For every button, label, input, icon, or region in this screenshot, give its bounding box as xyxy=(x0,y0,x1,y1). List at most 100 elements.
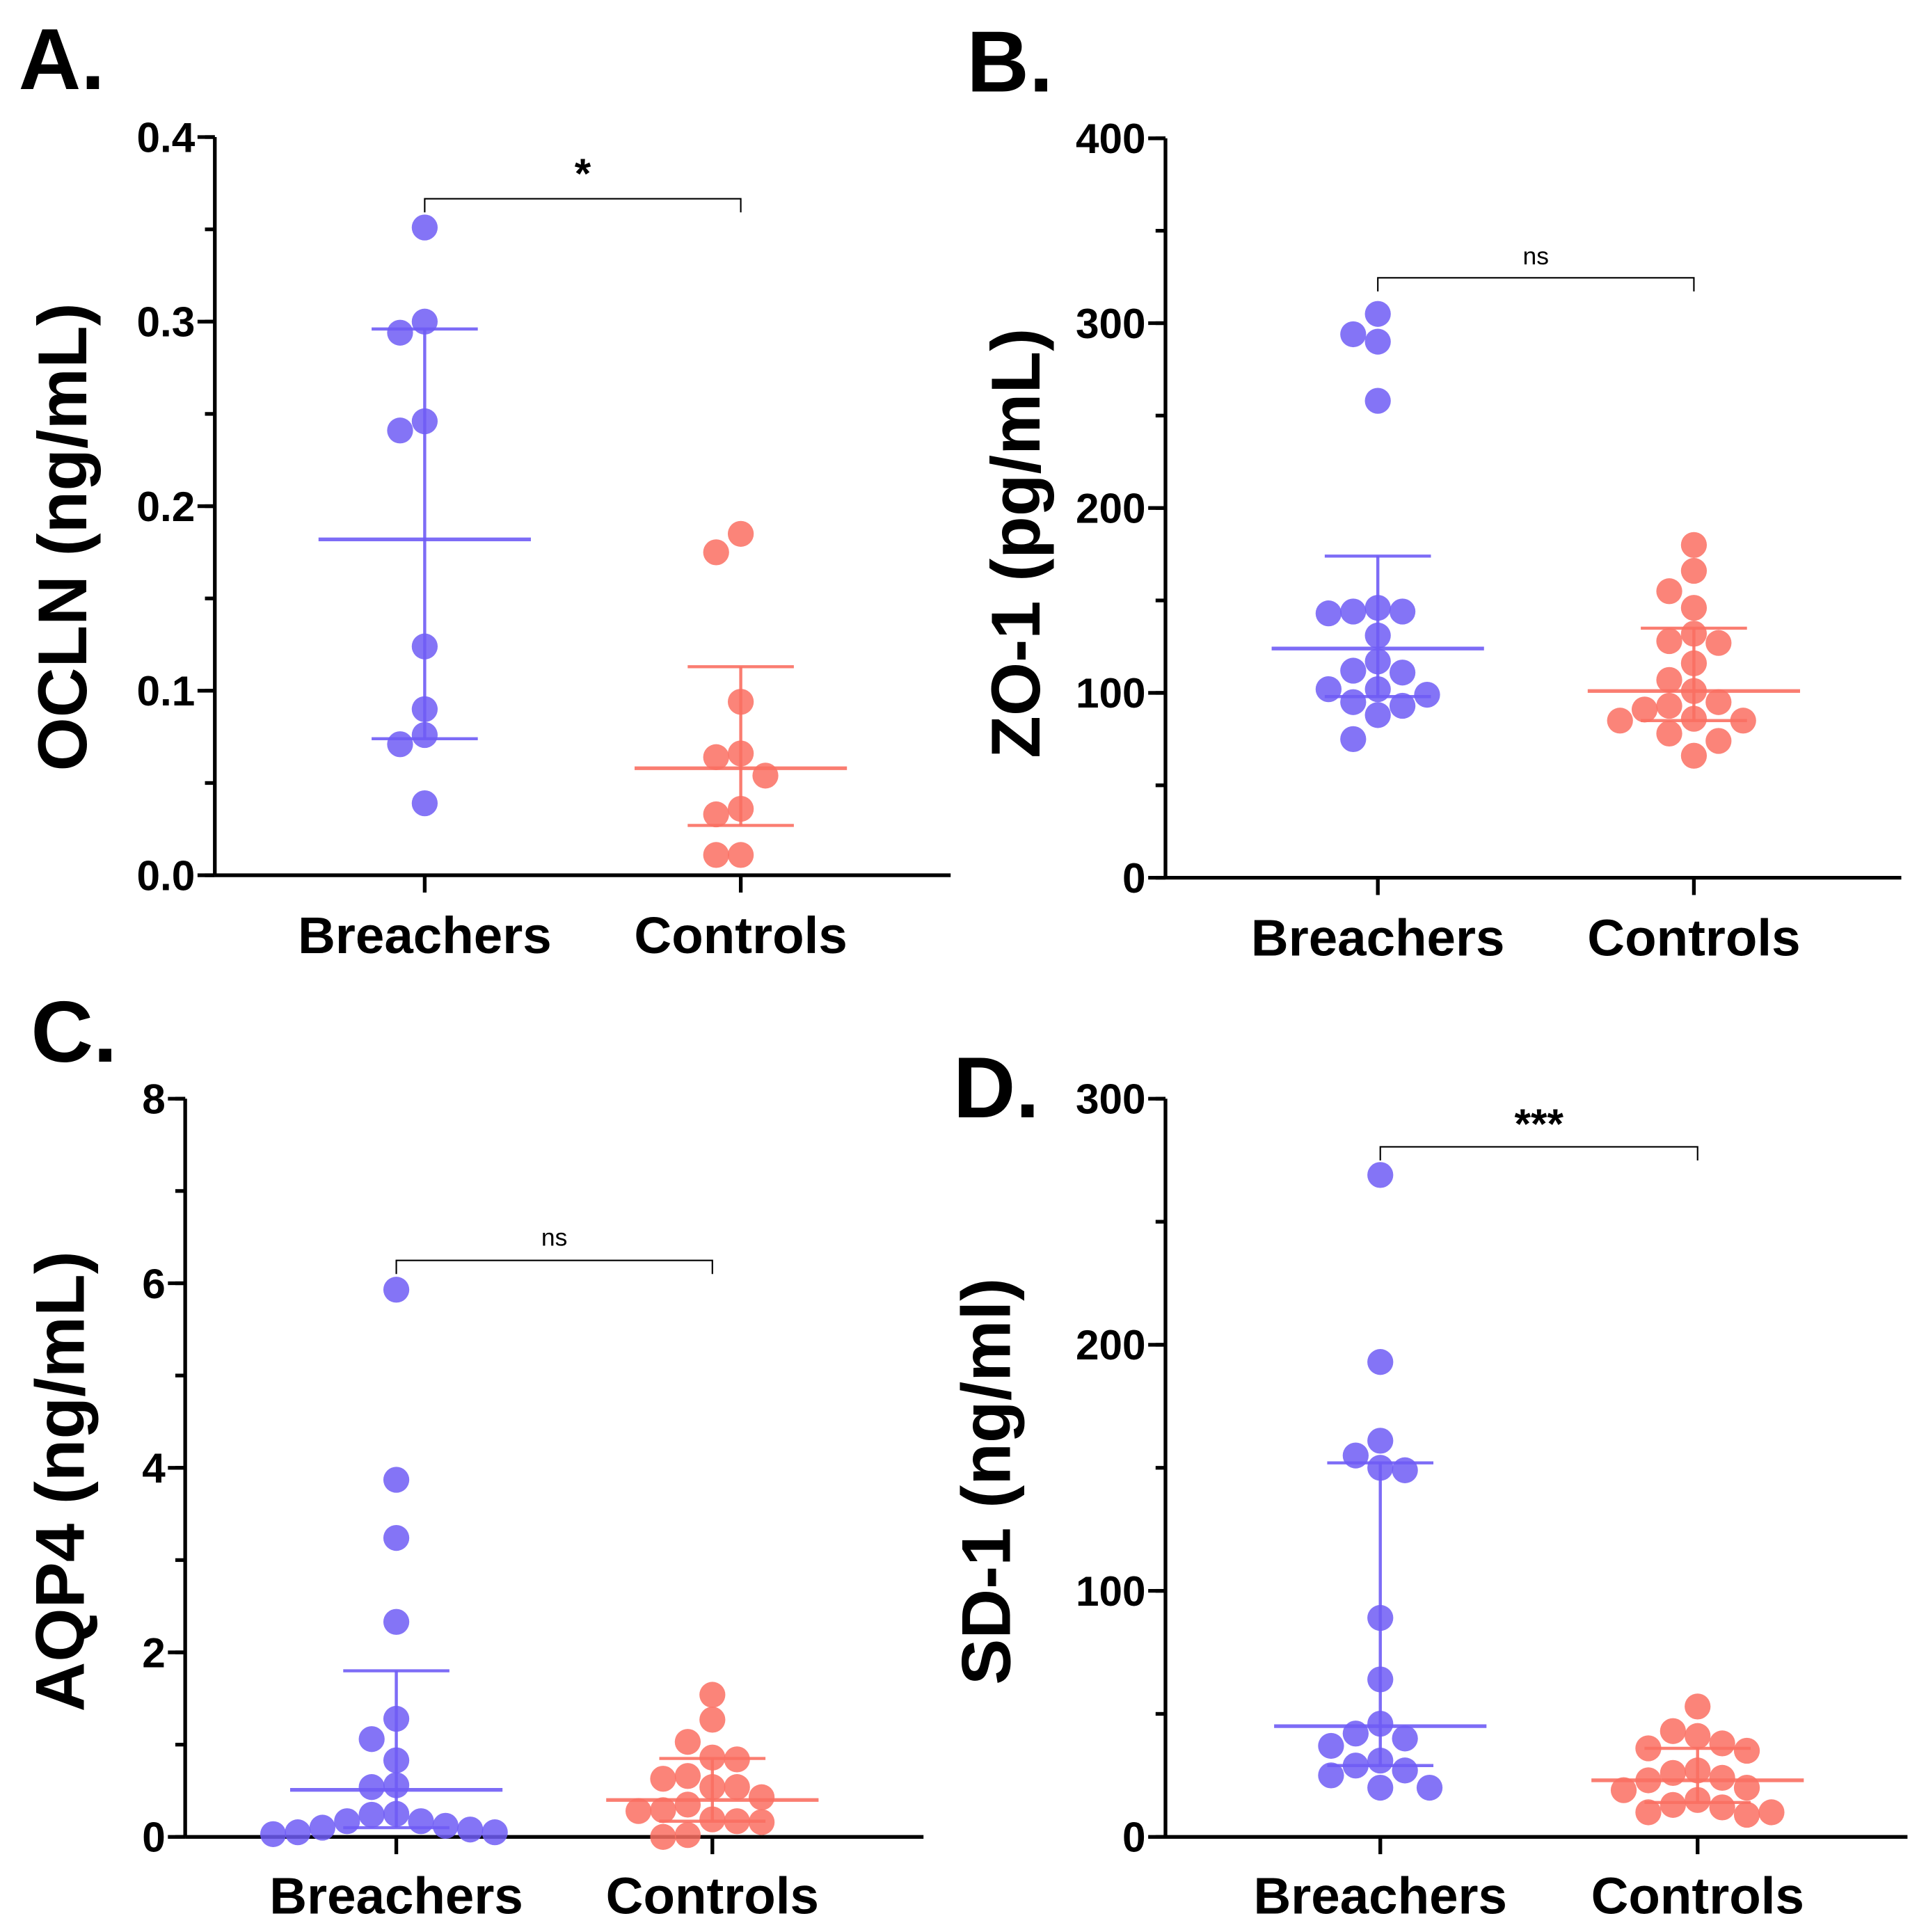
data-point xyxy=(1635,1799,1662,1826)
data-point xyxy=(1680,595,1708,621)
data-point xyxy=(387,417,413,444)
y-tick-label: 2 xyxy=(142,1629,166,1676)
panel-label: C. xyxy=(31,984,117,1080)
significance-label: ns xyxy=(541,1223,567,1251)
data-point xyxy=(1367,1774,1394,1801)
data-point xyxy=(1680,557,1708,584)
data-point xyxy=(260,1821,287,1847)
data-point xyxy=(674,1791,701,1818)
panel-label: A. xyxy=(19,12,105,108)
panel-label: D. xyxy=(953,1040,1040,1136)
series-breachers xyxy=(260,1277,508,1847)
x-tick-label: Controls xyxy=(606,1867,819,1924)
y-tick-label: 0 xyxy=(1122,854,1146,902)
y-tick-label: 0.4 xyxy=(137,113,196,161)
data-point xyxy=(1656,578,1682,605)
x-tick-label: Controls xyxy=(1591,1867,1804,1924)
y-tick-label: 300 xyxy=(1076,300,1146,347)
data-point xyxy=(674,1729,701,1755)
data-point xyxy=(1364,328,1391,355)
data-point xyxy=(727,520,754,547)
data-point xyxy=(309,1814,336,1841)
y-tick-label: 0 xyxy=(142,1814,166,1861)
y-axis-label: AQP4 (ng/mL) xyxy=(22,1251,100,1711)
y-tick-label: 100 xyxy=(1076,669,1146,717)
significance-label: *** xyxy=(1515,1100,1564,1147)
data-point xyxy=(432,1812,459,1839)
data-point xyxy=(703,842,729,868)
data-point xyxy=(650,1766,676,1792)
panel-c: C. AQP4 (ng/mL) 0 2 4 6 8 Breachers Controls ns xyxy=(22,984,924,1924)
data-point xyxy=(358,1801,385,1828)
data-point xyxy=(1364,702,1391,728)
x-tick-label: Breachers xyxy=(298,907,552,964)
data-point xyxy=(703,801,729,828)
y-tick-label: 8 xyxy=(142,1076,166,1123)
data-point xyxy=(457,1817,484,1843)
data-point xyxy=(1340,598,1367,625)
data-point xyxy=(1709,1794,1735,1821)
series-controls xyxy=(606,1682,819,1850)
data-point xyxy=(650,1797,676,1823)
data-point xyxy=(1414,681,1440,708)
data-point xyxy=(408,1808,434,1835)
series-breachers xyxy=(1271,301,1484,752)
data-point xyxy=(1656,628,1682,655)
data-point xyxy=(1733,1737,1760,1764)
data-point xyxy=(1610,1777,1637,1803)
data-point xyxy=(383,1608,410,1635)
data-point xyxy=(1340,726,1367,752)
data-point xyxy=(358,1726,385,1753)
data-point xyxy=(1364,388,1391,414)
y-tick-label: 0.2 xyxy=(137,483,196,530)
data-point xyxy=(1318,1732,1344,1759)
data-point xyxy=(1631,696,1658,723)
series-controls xyxy=(1587,532,1801,769)
y-tick-label: 200 xyxy=(1076,485,1146,532)
data-point xyxy=(1389,598,1416,625)
data-point xyxy=(748,1784,775,1810)
data-point xyxy=(1660,1791,1686,1818)
significance-bracket xyxy=(1379,1146,1698,1160)
data-point xyxy=(1656,720,1682,747)
data-point xyxy=(334,1808,360,1835)
data-point xyxy=(1364,301,1391,327)
data-point xyxy=(625,1798,652,1824)
data-point xyxy=(1680,742,1708,769)
data-point xyxy=(387,319,413,346)
data-point xyxy=(1340,689,1367,715)
data-point xyxy=(1389,660,1416,686)
significance-label: * xyxy=(575,150,591,197)
y-axis-label: ZO-1 (pg/mL) xyxy=(978,328,1055,758)
panel-d: D. SD-1 (ng/ml) 0 100 200 300 Breachers Control… xyxy=(948,1040,1908,1924)
y-tick-label: 0.3 xyxy=(137,298,196,346)
panel-b: B. ZO-1 (pg/mL) 0 100 200 300 400 Breachers Cont… xyxy=(966,14,1902,966)
significance-bracket xyxy=(395,1259,713,1275)
x-tick-label: Controls xyxy=(634,907,847,964)
data-point xyxy=(1389,692,1416,719)
data-point xyxy=(482,1819,508,1846)
y-tick-label: 4 xyxy=(142,1444,166,1492)
data-point xyxy=(1392,1757,1418,1784)
data-point xyxy=(1656,692,1682,719)
data-point xyxy=(1758,1799,1785,1826)
data-point xyxy=(358,1774,385,1801)
data-point xyxy=(1733,1801,1760,1828)
y-tick-label: 400 xyxy=(1076,115,1146,162)
significance-label: ns xyxy=(1523,242,1549,270)
data-point xyxy=(387,731,413,758)
data-point xyxy=(1367,1349,1394,1375)
data-point xyxy=(1318,1762,1344,1789)
x-tick-label: Controls xyxy=(1587,909,1800,966)
data-point xyxy=(1367,1428,1394,1454)
y-tick-label: 0 xyxy=(1122,1814,1146,1861)
y-axis-label: SD-1 (ng/ml) xyxy=(948,1278,1025,1685)
data-point xyxy=(1607,708,1633,734)
y-tick-label: 0.0 xyxy=(137,852,196,899)
y-tick-label: 0.1 xyxy=(137,667,196,714)
significance-bracket xyxy=(424,198,742,213)
y-tick-label: 100 xyxy=(1076,1567,1146,1615)
data-point xyxy=(1392,1457,1418,1483)
data-point xyxy=(285,1819,311,1846)
